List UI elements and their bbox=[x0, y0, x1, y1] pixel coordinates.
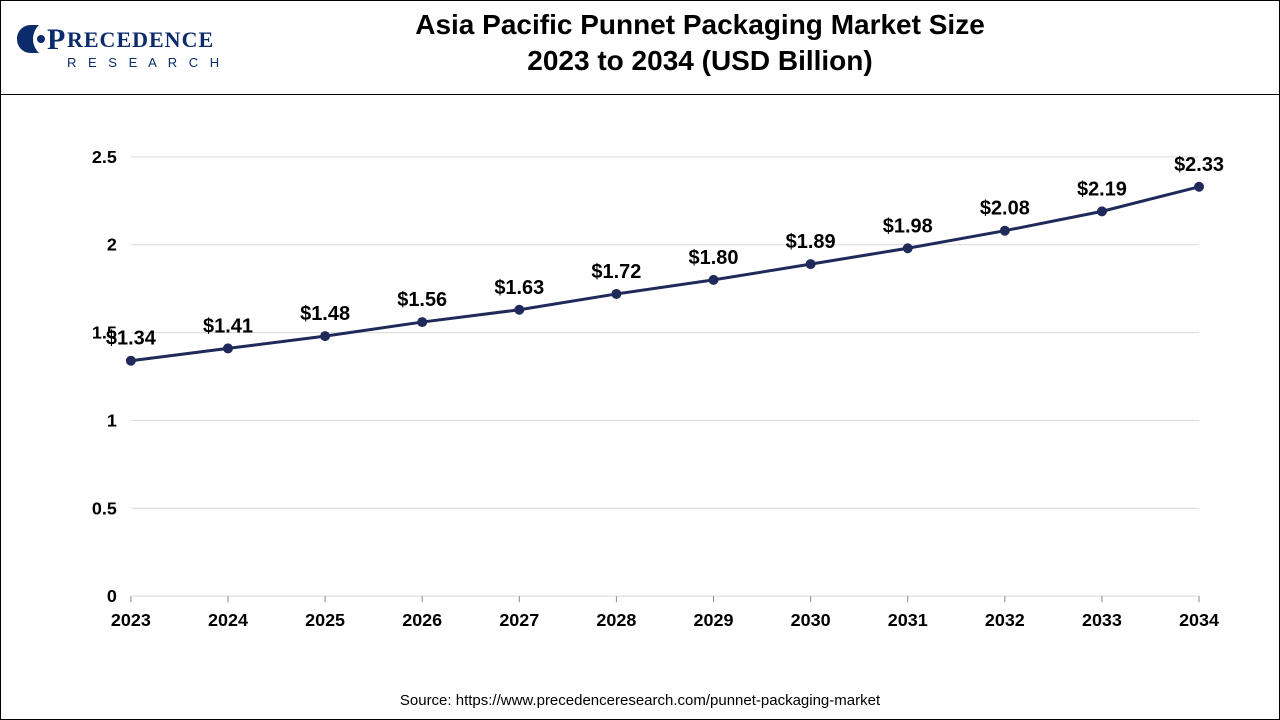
x-axis: 2023 2024 2025 2026 2027 2028 2029 2030 2031 2032… bbox=[111, 596, 1219, 630]
x-tick-label: 2026 bbox=[402, 610, 442, 630]
y-axis: 00.511.522.5 bbox=[92, 147, 117, 606]
title-block: Asia Pacific Punnet Packaging Market Siz… bbox=[251, 7, 1149, 80]
x-tick-label: 2028 bbox=[596, 610, 636, 630]
x-tick-label: 2029 bbox=[694, 610, 734, 630]
data-labels: $1.34 $1.41 $1.48 $1.56 $1.63 $1.72 $1.80 $1.89… bbox=[106, 154, 1224, 350]
x-tick-label: 2027 bbox=[499, 610, 539, 630]
logo-word-2: R E S E A R C H bbox=[67, 55, 223, 70]
title-line-1: Asia Pacific Punnet Packaging Market Siz… bbox=[251, 7, 1149, 43]
x-tick-label: 2031 bbox=[888, 610, 928, 630]
x-tick-label: 2033 bbox=[1082, 610, 1122, 630]
data-point bbox=[223, 343, 233, 353]
logo: P RECEDENCE R E S E A R C H bbox=[11, 7, 251, 88]
data-label: $1.56 bbox=[397, 289, 447, 311]
title-line-2: 2023 to 2034 (USD Billion) bbox=[251, 43, 1149, 79]
x-tick-label: 2030 bbox=[791, 610, 831, 630]
data-point bbox=[1194, 182, 1204, 192]
logo-svg: P RECEDENCE R E S E A R C H bbox=[11, 13, 251, 83]
data-label: $2.33 bbox=[1174, 154, 1224, 176]
chart-area: 00.511.522.5 202320242025202620272028202… bbox=[1, 95, 1279, 686]
data-label: $1.34 bbox=[106, 328, 156, 350]
data-label: $1.80 bbox=[689, 247, 739, 269]
logo-letter: P bbox=[47, 23, 65, 56]
y-tick-label: 0 bbox=[107, 586, 117, 606]
data-label: $2.19 bbox=[1077, 178, 1127, 200]
data-point bbox=[709, 275, 719, 285]
data-label: $1.41 bbox=[203, 315, 253, 337]
source-text: Source: https://www.precedenceresearch.c… bbox=[1, 686, 1279, 719]
data-point bbox=[903, 243, 913, 253]
series-line bbox=[131, 187, 1199, 361]
data-label: $1.89 bbox=[786, 231, 836, 253]
data-label: $1.72 bbox=[591, 261, 641, 283]
x-tick-label: 2034 bbox=[1179, 610, 1219, 630]
data-point bbox=[1097, 206, 1107, 216]
data-label: $1.63 bbox=[494, 277, 544, 299]
data-point bbox=[514, 305, 524, 315]
x-tick-label: 2023 bbox=[111, 610, 151, 630]
x-tick-label: 2024 bbox=[208, 610, 248, 630]
data-label: $2.08 bbox=[980, 198, 1030, 220]
page-frame: P RECEDENCE R E S E A R C H Asia Pacific… bbox=[0, 0, 1280, 720]
y-tick-label: 0.5 bbox=[92, 498, 117, 518]
data-point bbox=[126, 356, 136, 366]
header: P RECEDENCE R E S E A R C H Asia Pacific… bbox=[1, 1, 1279, 95]
data-point bbox=[806, 259, 816, 269]
data-point bbox=[611, 289, 621, 299]
line-chart: 00.511.522.5 202320242025202620272028202… bbox=[51, 115, 1229, 678]
x-tick-label: 2032 bbox=[985, 610, 1025, 630]
logo-icon bbox=[17, 25, 45, 53]
data-point bbox=[320, 331, 330, 341]
y-tick-label: 1 bbox=[107, 410, 117, 430]
y-tick-label: 2 bbox=[107, 235, 117, 255]
data-label: $1.48 bbox=[300, 303, 350, 325]
data-point bbox=[417, 317, 427, 327]
data-point bbox=[1000, 226, 1010, 236]
y-tick-label: 2.5 bbox=[92, 147, 117, 167]
data-label: $1.98 bbox=[883, 215, 933, 237]
series-points bbox=[126, 182, 1204, 366]
logo-word-1: RECEDENCE bbox=[67, 27, 214, 52]
x-tick-label: 2025 bbox=[305, 610, 345, 630]
